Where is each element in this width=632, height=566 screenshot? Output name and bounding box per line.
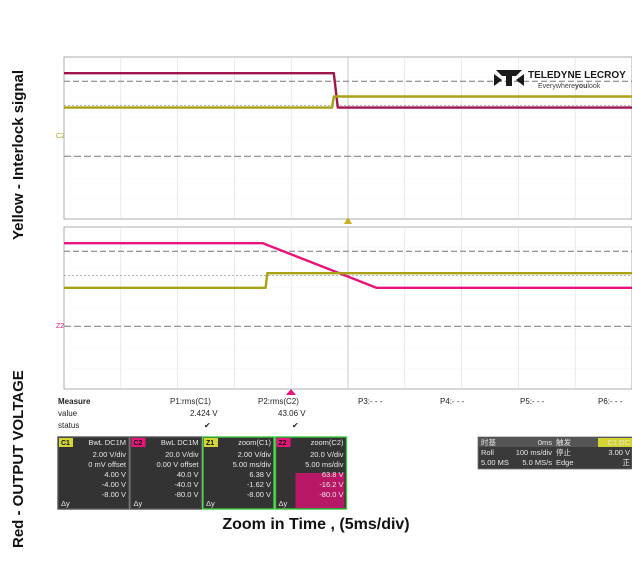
channel-line: -80.0 V — [319, 490, 343, 499]
channel-badge: zoom(C2) — [311, 438, 344, 447]
timebase-cell: 时基 — [481, 437, 496, 447]
measure-param-value: 2.424 V — [190, 409, 218, 418]
channel-tag: C1 — [61, 440, 70, 447]
timebase-cell: 100 ms/div — [516, 448, 553, 457]
timebase-cell: C1 DC — [607, 438, 630, 447]
top-grid — [63, 56, 632, 220]
channel-line: -40.0 V — [174, 480, 198, 489]
channel-line: 2.00 V/div — [238, 450, 272, 459]
svg-text:TELEDYNE LECROY: TELEDYNE LECROY — [528, 70, 626, 81]
channel-line: 0.00 V offset — [157, 460, 200, 469]
timebase-panel: 时基 0ms 触发 C1 DC Roll 100 ms/div 停止 3.00 V 5.00 M… — [477, 436, 632, 470]
timebase-cell: 0ms — [538, 438, 552, 447]
channel-line: 40.0 V — [177, 470, 199, 479]
delta-y-icon: Δy — [206, 499, 215, 508]
timebase-cell: 3.00 V — [608, 448, 630, 457]
logo-icon — [496, 70, 522, 86]
timebase-cell: 5.0 MS/s — [522, 458, 552, 467]
c2-marker: C2 — [56, 133, 65, 140]
measure-param-name: P2:rms(C2) — [258, 397, 299, 406]
measure-title: Measure — [58, 397, 91, 406]
channel-line: 6.38 V — [249, 470, 271, 479]
timebase-cell: Roll — [481, 448, 494, 457]
channel-line: 20.0 V/div — [310, 450, 344, 459]
channel-line: -1.62 V — [247, 480, 271, 489]
top-trigger-marker-icon — [344, 217, 352, 224]
channel-tag: Z2 — [279, 440, 287, 447]
channel-line: -16.2 V — [319, 480, 343, 489]
bottom-grid — [63, 226, 632, 390]
delta-y-icon: Δy — [279, 499, 288, 508]
channel-line: 2.00 V/div — [93, 450, 127, 459]
timebase-cell: 停止 — [556, 447, 571, 457]
measure-param-name: P6:- - - — [598, 397, 623, 406]
measure-status-row: status — [58, 421, 79, 430]
channel-badge: BwL DC1M — [161, 438, 199, 447]
channel-line: 5.00 ms/div — [305, 460, 344, 469]
channel-badge: zoom(C1) — [238, 438, 271, 447]
measure-param-status: ✔ — [292, 421, 299, 430]
channel-line: 4.00 V — [104, 470, 126, 479]
channel-line: -8.00 V — [102, 490, 126, 499]
measure-param-name: P3:- - - — [358, 397, 383, 406]
delta-y-icon: Δy — [61, 499, 70, 508]
measure-param-name: P4:- - - — [440, 397, 465, 406]
bottom-trigger-marker-icon — [286, 389, 296, 395]
measure-panel: Measure value status P1:rms(C1) 2.424 V ✔ P… — [58, 397, 623, 430]
delta-y-icon: Δy — [134, 499, 143, 508]
z2-marker: Z2 — [56, 323, 64, 330]
measure-param-value: 43.06 V — [278, 409, 306, 418]
channel-line: 20.0 V/div — [165, 450, 199, 459]
channel-line: 5.00 ms/div — [233, 460, 272, 469]
bottom-trace-2 — [64, 272, 632, 289]
channel-line: -4.00 V — [102, 480, 126, 489]
svg-text:Everywhereyoulook: Everywhereyoulook — [538, 83, 601, 90]
channel-line: -8.00 V — [247, 490, 271, 499]
timebase-cell: 触发 — [556, 437, 571, 447]
measure-param-name: P5:- - - — [520, 397, 545, 406]
measure-value-row: value — [58, 409, 78, 418]
channel-line: 63.8 V — [322, 470, 344, 479]
top-trace-1 — [64, 71, 632, 109]
chart-caption: Zoom in Time , (5ms/div) — [222, 516, 410, 533]
channel-tag: C2 — [134, 440, 143, 447]
timebase-cell: 5.00 MS — [481, 458, 509, 467]
measure-param-name: P1:rms(C1) — [170, 397, 211, 406]
channel-tag: Z1 — [206, 440, 214, 447]
channel-badge: BwL DC1M — [88, 438, 126, 447]
channel-line: -80.0 V — [174, 490, 198, 499]
bottom-trace-1 — [64, 241, 632, 289]
channel-line: 0 mV offset — [88, 460, 127, 469]
measure-param-status: ✔ — [204, 421, 211, 430]
timebase-cell: 正 — [623, 458, 631, 467]
oscilloscope-screen: C2 Z2 TELEDYNE LECROY Everywhereyoulook … — [56, 56, 632, 510]
teledyne-lecroy-logo: TELEDYNE LECROY Everywhereyoulook — [494, 70, 626, 90]
top-trace-2 — [64, 95, 632, 109]
traces — [64, 71, 632, 289]
timebase-cell: Edge — [556, 458, 574, 467]
